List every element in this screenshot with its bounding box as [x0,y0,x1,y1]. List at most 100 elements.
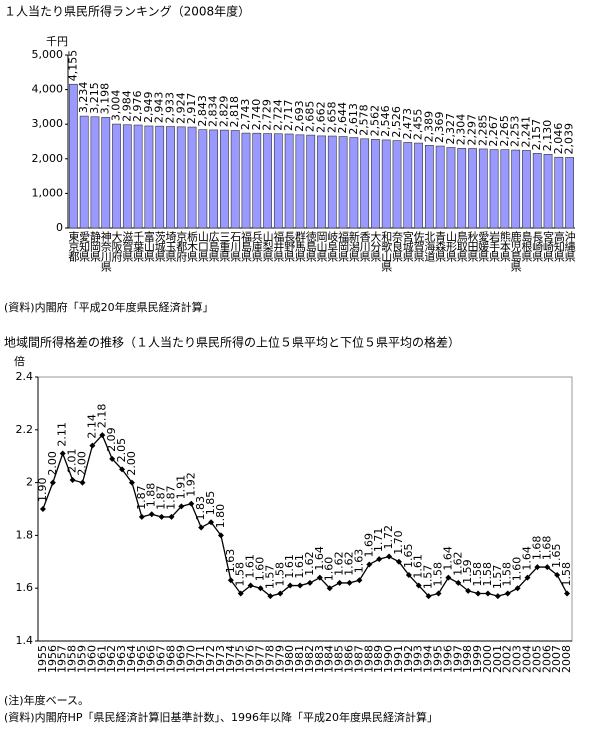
marker [455,579,462,586]
x-tick-label: 大阪府 [110,230,123,263]
value-label: 2.09 [105,427,118,452]
x-tick-label: 福島県 [239,230,252,263]
value-label: 1.58 [432,562,445,587]
marker [475,590,482,597]
marker [168,513,175,520]
y-tick-label: 4,000 [32,83,64,96]
value-label: 2,253 [509,116,522,148]
bar [554,156,564,229]
bar [306,134,316,229]
y-unit: 倍 [14,354,25,368]
value-label: 1.69 [362,533,375,558]
x-tick-label: 1989 [372,645,385,673]
y-tick-label: 1.4 [16,634,34,647]
marker [514,585,521,592]
x-tick-label: 1956 [46,645,59,673]
marker [494,593,501,600]
value-label: 1.88 [145,483,158,508]
bar [90,116,100,229]
value-label: 2,241 [519,116,532,148]
x-tick-label: 埼玉県 [164,230,177,263]
x-tick-label: 1994 [422,645,435,673]
x-tick-label: 滋賀県 [121,231,134,263]
bar [457,147,467,229]
marker [59,450,66,457]
value-label: 1.61 [244,554,257,579]
value-label: 2,834 [207,95,220,127]
value-label: 1.62 [451,551,464,576]
value-label: 2,046 [552,123,565,155]
x-tick-label: 1983 [313,645,326,673]
y-tick-label: 3,000 [32,117,64,130]
x-tick-label: 2005 [530,645,543,673]
marker [178,503,185,510]
x-tick-label: 大分県 [369,230,382,263]
x-tick-label: 青森県 [434,231,447,263]
value-label: 1.58 [273,562,286,587]
x-tick-label: 奈良県 [391,230,404,263]
bar [381,139,391,229]
value-label: 3,234 [77,82,90,114]
value-label: 2,546 [379,105,392,137]
x-tick-label: 1980 [283,645,296,673]
x-tick-label: 長崎県 [531,231,544,263]
value-label: 2.00 [125,451,138,476]
marker [395,558,402,565]
x-tick-label: 静岡県 [88,230,101,263]
source: (資料)内閣府HP「県民経済計算旧基準計数」、1996年以降「平成20年度県民経… [4,710,438,724]
x-tick-label: 1955 [36,645,49,673]
x-tick-label: 山形県 [444,231,457,263]
value-label: 2,562 [368,105,381,137]
x-tick-label: 1959 [76,645,89,673]
marker [138,513,145,520]
x-tick-label: 1985 [333,645,346,673]
marker [188,500,195,507]
chart-title: 地域間所得格差の推移（１人当たり県民所得の上位５県平均と下位５県平均の格差） [4,335,460,350]
x-tick-label: 福岡県 [337,230,350,263]
value-label: 2,662 [315,101,328,133]
bar [230,130,240,229]
x-tick-label: 1981 [293,645,306,673]
value-label: 1.87 [165,485,178,510]
x-tick-label: 2008 [560,645,573,673]
x-tick-label: 1969 [174,645,187,673]
marker [208,519,215,526]
x-tick-label: 1976 [244,645,257,673]
x-tick-label: 1967 [155,645,168,673]
value-label: 2,743 [239,99,252,131]
bar [371,139,380,229]
marker [445,574,452,581]
marker [227,577,234,584]
x-tick-label: 2000 [481,645,494,673]
x-tick-label: 1966 [145,645,158,673]
bar [500,149,510,229]
x-tick-label: 新潟県 [347,230,360,263]
bar [133,124,143,229]
x-tick-label: 2004 [521,645,534,673]
value-label: 2,933 [163,92,176,124]
value-label: 1.87 [135,485,148,510]
value-label: 2.14 [85,414,98,439]
marker [267,593,274,600]
x-tick-label: 1961 [95,645,108,673]
value-label: 2,304 [455,114,468,146]
marker [554,572,561,578]
value-label: 2,473 [401,108,414,140]
bar [252,132,262,229]
bar [155,125,165,229]
bar [101,117,111,229]
bar [532,153,542,229]
y-tick-label: 2.2 [16,423,34,436]
value-label: 1.90 [36,478,49,503]
value-label: 1.58 [501,562,514,587]
x-tick-label: 石川県 [229,231,242,263]
x-tick-label: 富山県 [142,230,155,263]
value-label: 2,843 [196,95,209,127]
bar [176,126,186,229]
x-tick-label: 1957 [56,645,69,673]
value-label: 1.64 [313,546,326,571]
bar [241,132,251,229]
marker [158,513,165,520]
marker [119,466,126,473]
